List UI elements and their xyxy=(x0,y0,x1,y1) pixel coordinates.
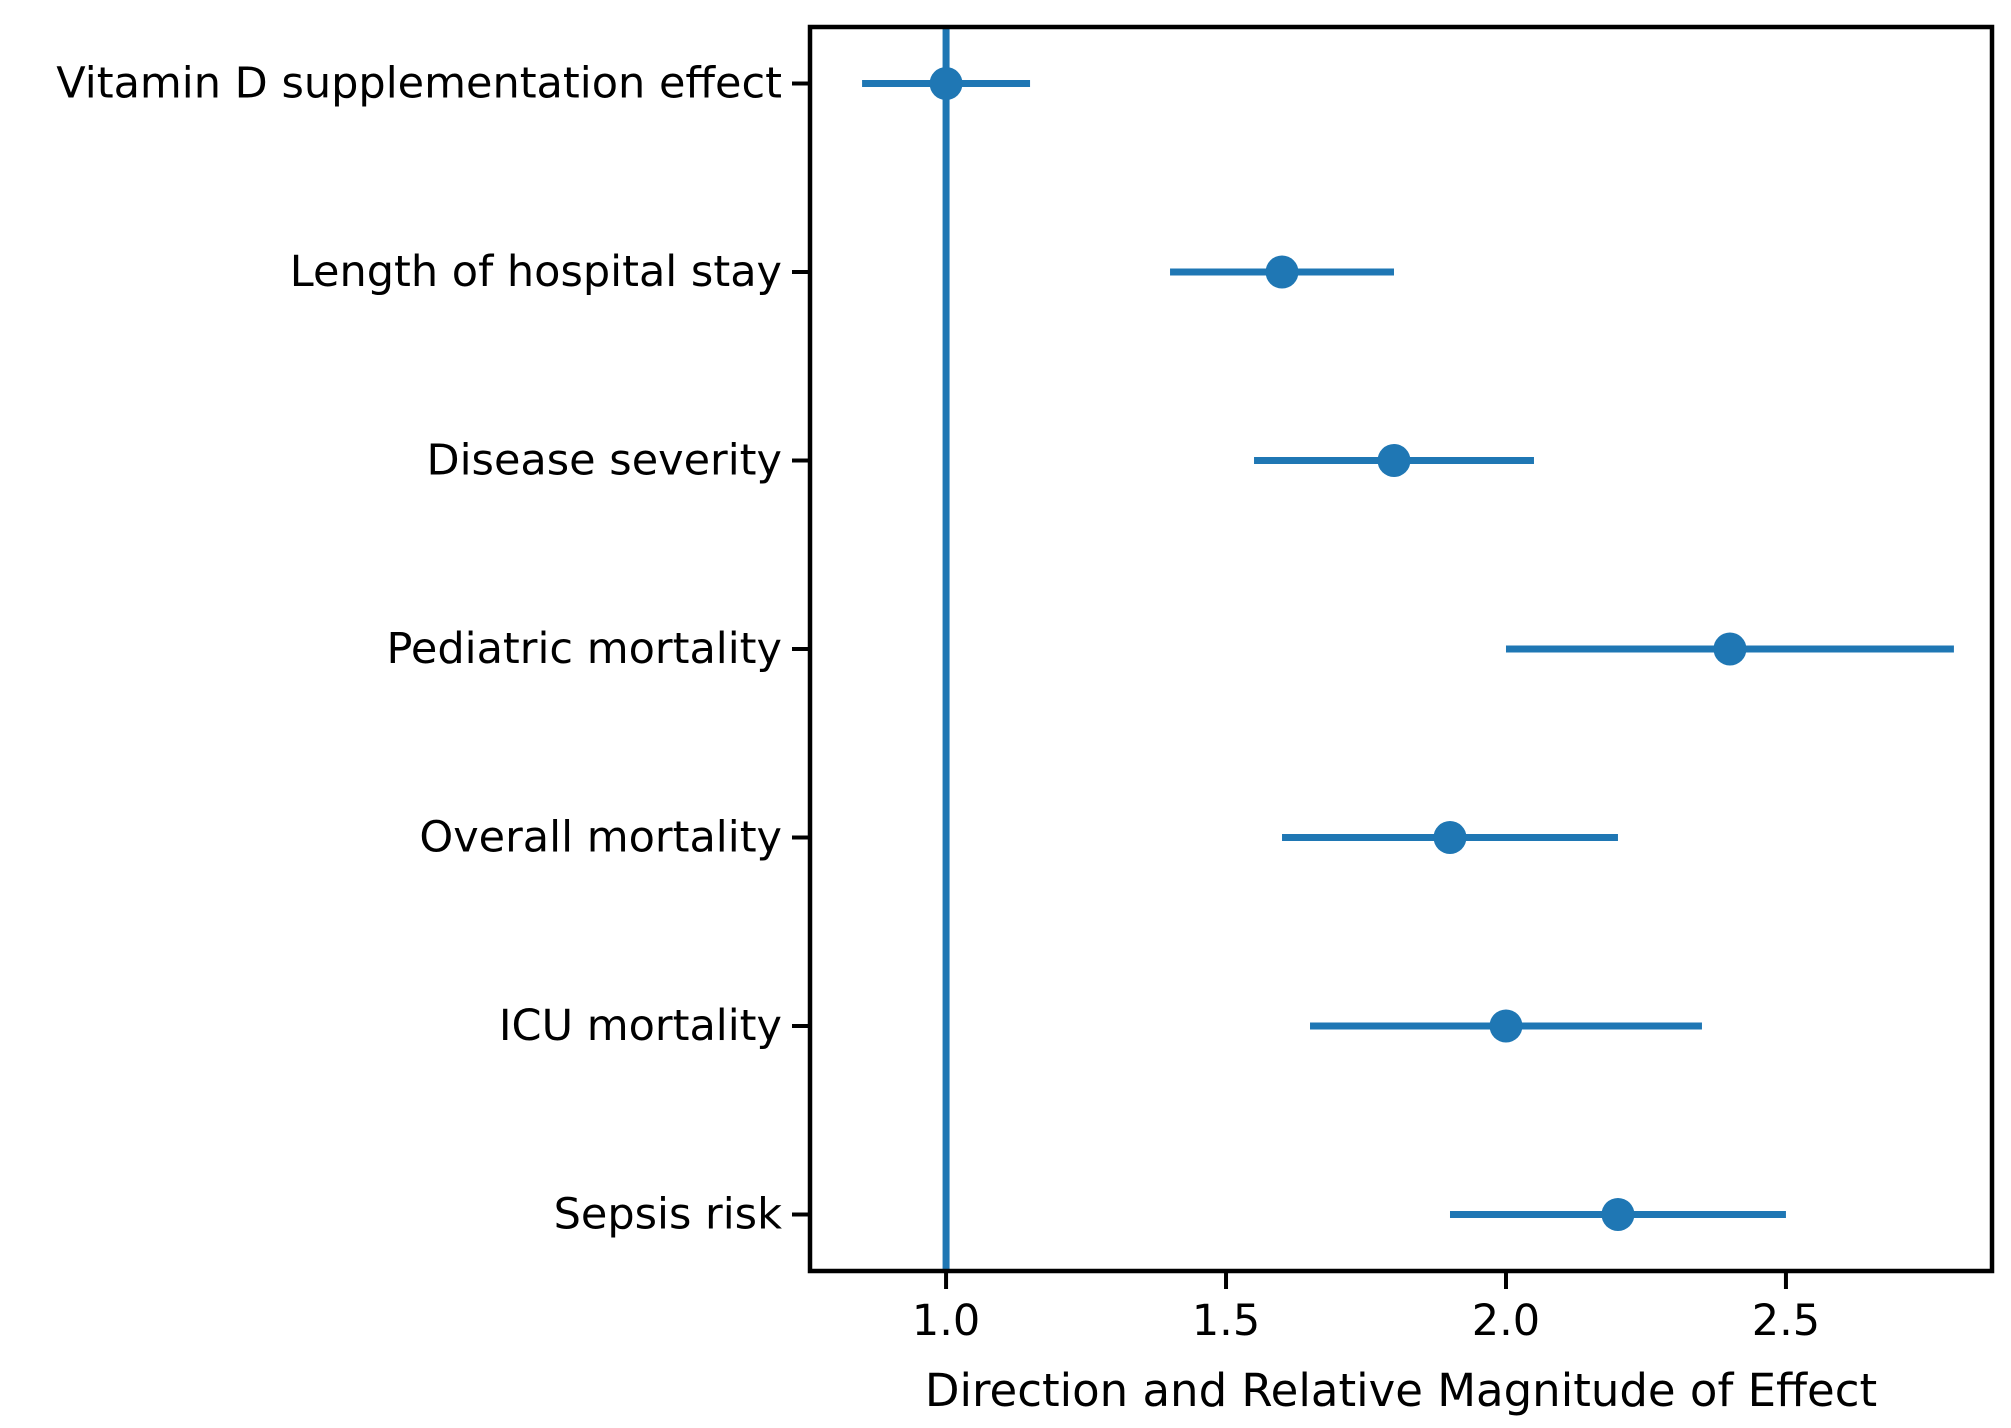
x-tick-label: 1.0 xyxy=(912,1296,980,1346)
point-marker xyxy=(929,67,963,101)
data-layer xyxy=(862,67,1954,1231)
point-marker xyxy=(1601,1197,1635,1231)
point-marker xyxy=(1433,820,1467,854)
x-axis-title: Direction and Relative Magnitude of Effe… xyxy=(925,1364,1877,1417)
y-tick-label: Overall mortality xyxy=(419,812,782,862)
y-tick-label: Vitamin D supplementation effect xyxy=(56,59,782,109)
x-tick-label: 1.5 xyxy=(1192,1296,1260,1346)
axes-layer: Vitamin D supplementation effect Length o… xyxy=(56,24,1995,1346)
y-tick-label: Sepsis risk xyxy=(554,1189,782,1239)
point-marker xyxy=(1377,444,1411,478)
x-tick-label: 2.5 xyxy=(1752,1296,1820,1346)
y-tick-label: Pediatric mortality xyxy=(386,624,782,674)
point-marker xyxy=(1265,255,1299,289)
point-marker xyxy=(1489,1009,1523,1043)
point-marker xyxy=(1713,632,1747,666)
plot-border xyxy=(807,24,1995,1274)
y-tick-label: Length of hospital stay xyxy=(290,247,782,297)
x-tick-label: 2.0 xyxy=(1472,1296,1540,1346)
y-tick-label: Disease severity xyxy=(427,436,783,486)
y-tick-label: ICU mortality xyxy=(499,1001,782,1051)
